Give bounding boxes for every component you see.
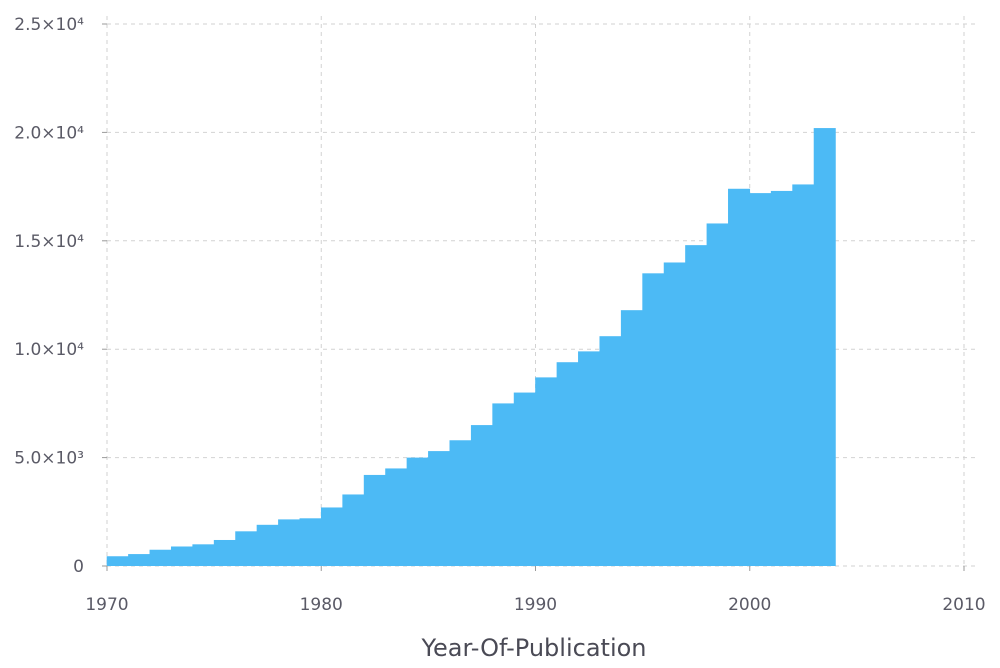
histogram-bar [813,128,836,566]
histogram-bar [106,556,129,566]
y-tick-label: 5.0×10³ [14,449,84,469]
bars [106,128,836,567]
x-tick-label: 1990 [514,595,557,615]
histogram-bar [749,193,772,566]
y-tick-label: 1.5×10⁴ [14,232,84,252]
x-tick-label: 1980 [300,595,343,615]
histogram-bar [235,531,258,566]
histogram-bar [342,494,365,566]
histogram-bar [406,457,429,566]
histogram-bar [513,392,536,566]
y-tick-label: 1.0×10⁴ [14,340,84,360]
histogram-bar [470,425,493,566]
x-axis-title: Year-Of-Publication [421,634,647,662]
histogram-bar [299,518,322,566]
histogram-bar [320,507,343,566]
histogram-bar [256,524,279,566]
x-axis-ticks: 1970 1980 1990 2000 2010 [85,566,986,615]
histogram-bar [599,336,622,566]
histogram-bar [385,468,408,566]
y-tick-label: 2.0×10⁴ [14,123,84,143]
histogram-bar [535,377,558,566]
histogram-bar [213,539,236,566]
histogram-bar [278,519,301,566]
histogram-bar [620,310,643,566]
y-tick-label: 2.5×10⁴ [14,15,84,35]
x-tick-label: 2010 [942,595,985,615]
histogram-bar [770,190,793,566]
histogram-bar [642,273,665,566]
histogram-bar [663,262,686,566]
y-axis-ticks: 0 5.0×10³ 1.0×10⁴ 1.5×10⁴ 2.0×10⁴ 2.5×10⁴ [14,15,107,577]
histogram-bar [128,554,151,566]
x-tick-label: 2000 [728,595,771,615]
histogram-bar [170,546,193,566]
x-tick-label: 1970 [85,595,128,615]
histogram-bar [556,362,579,566]
histogram-bar [728,188,751,566]
histogram-bar [192,544,215,566]
histogram-bar [685,245,708,567]
histogram-bar [363,474,386,566]
histogram-bar [792,184,815,566]
histogram-bar [149,549,172,566]
y-tick-label: 0 [73,557,84,577]
histogram-bar [706,223,729,566]
histogram-bar [428,451,451,566]
histogram-bar [492,403,515,566]
histogram-bar [578,351,601,566]
histogram-bar [449,440,472,566]
